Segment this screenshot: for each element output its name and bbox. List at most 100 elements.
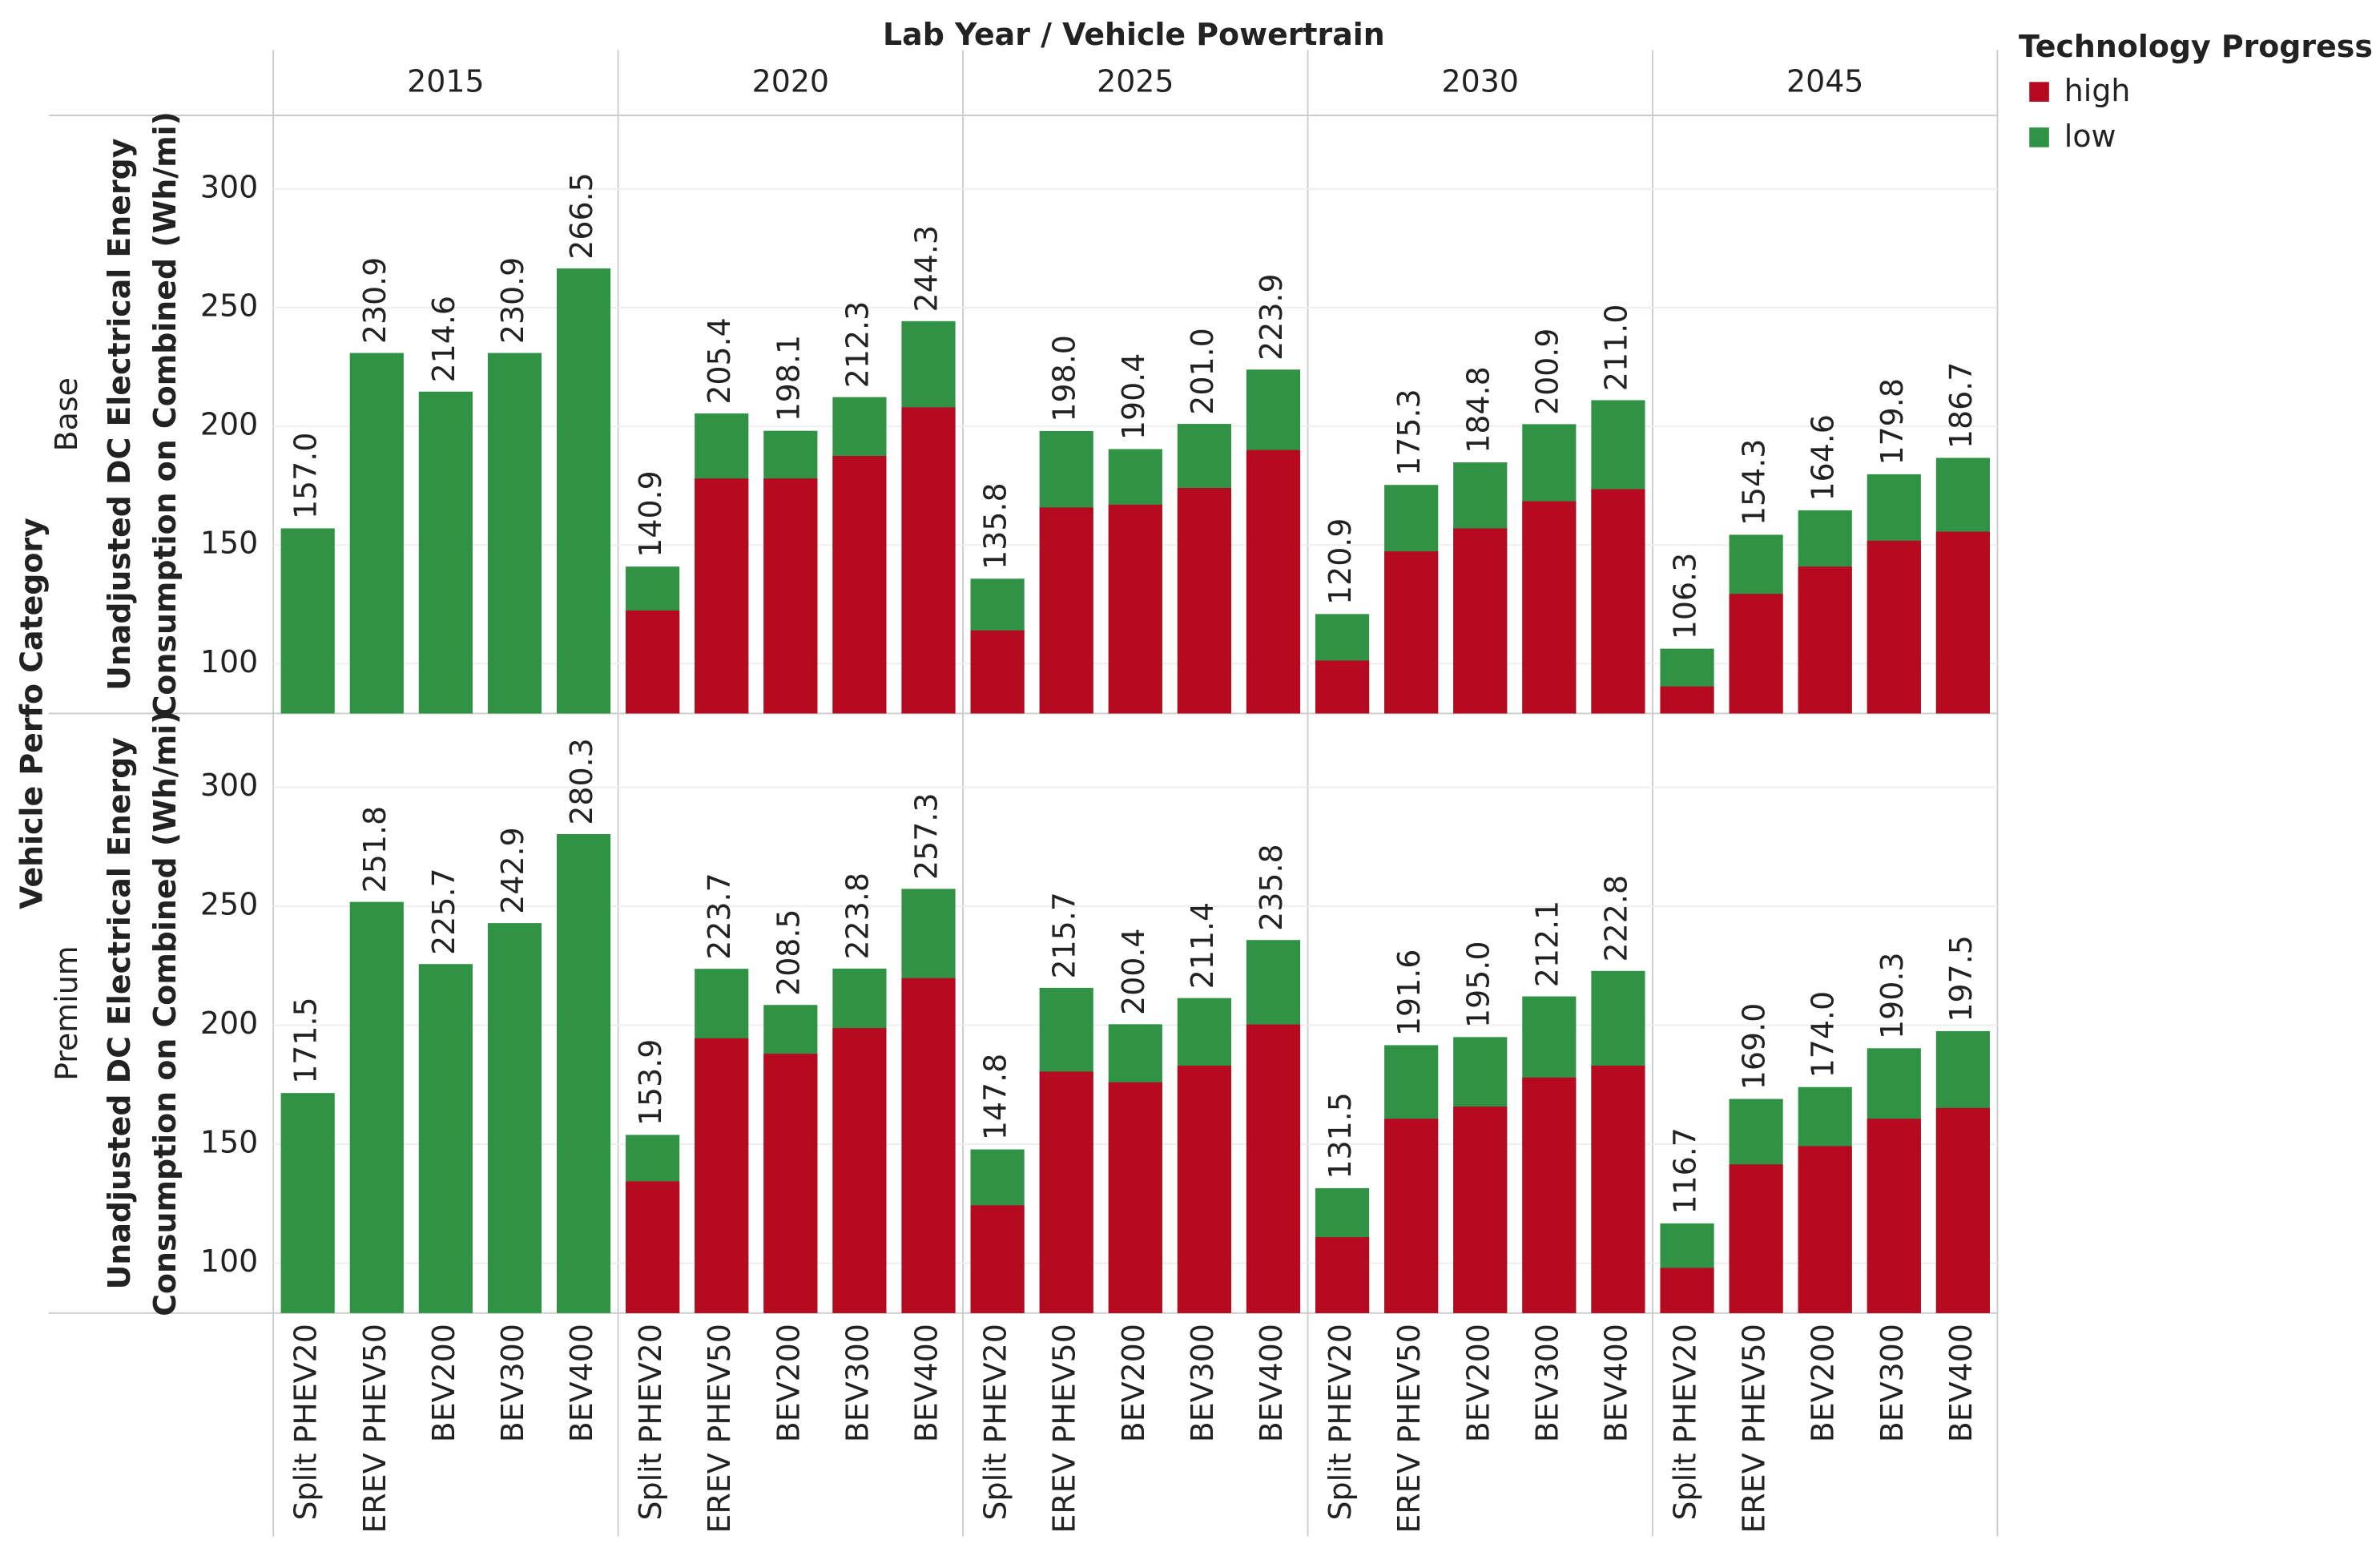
x-tick-label: BEV300 — [1875, 1324, 1910, 1442]
x-tick-label: BEV300 — [1529, 1324, 1565, 1442]
bar-high — [1867, 540, 1921, 714]
x-tick-label: BEV200 — [1460, 1324, 1496, 1442]
value-label: 200.9 — [1529, 329, 1565, 415]
bar-high — [626, 1181, 680, 1313]
value-label: 197.5 — [1943, 935, 1979, 1022]
bar-high — [1039, 1071, 1093, 1313]
column-header: 2015 — [407, 64, 484, 99]
value-label: 120.9 — [1323, 518, 1358, 605]
value-label: 184.8 — [1460, 366, 1496, 453]
value-label: 175.3 — [1391, 389, 1427, 475]
legend-title: Technology Progress — [2019, 29, 2373, 64]
bar-high — [1935, 1107, 1990, 1313]
y-tick-label: 150 — [200, 1125, 258, 1160]
y-axis-label: Consumption on Combined (Wh/mi) — [147, 711, 183, 1316]
bar-high — [1108, 1082, 1162, 1313]
value-label: 190.4 — [1116, 353, 1151, 440]
bar-high — [1384, 1119, 1439, 1313]
value-label: 169.0 — [1737, 1003, 1772, 1090]
value-label: 116.7 — [1668, 1127, 1703, 1214]
value-label: 179.8 — [1875, 378, 1910, 465]
bar-high — [1315, 660, 1370, 714]
row-label: Premium — [49, 945, 84, 1081]
row-title: Vehicle Perfo Category — [14, 518, 49, 909]
value-label: 140.9 — [633, 470, 668, 557]
bar-high — [1591, 1066, 1645, 1313]
bar-high — [1729, 594, 1783, 714]
x-tick-label: BEV300 — [495, 1324, 530, 1442]
bar-high — [1798, 1146, 1852, 1313]
y-tick-label: 100 — [200, 1244, 258, 1279]
x-tick-label: BEV400 — [1943, 1324, 1979, 1442]
value-label: 201.0 — [1185, 328, 1220, 414]
x-tick-label: Split PHEV20 — [1668, 1324, 1703, 1520]
value-label: 190.3 — [1875, 953, 1910, 1039]
value-label: 147.8 — [978, 1054, 1013, 1140]
y-axis-label: Consumption on Combined (Wh/mi) — [147, 111, 183, 717]
x-tick-label: BEV200 — [1116, 1324, 1151, 1442]
value-label: 200.4 — [1116, 929, 1151, 1015]
bar-high — [970, 630, 1025, 714]
value-label: 211.0 — [1598, 304, 1633, 391]
column-header: 2025 — [1097, 64, 1174, 99]
bar-high — [1315, 1237, 1370, 1313]
bar-high — [1384, 551, 1439, 714]
bar-low — [349, 353, 404, 714]
column-header: 2030 — [1442, 64, 1519, 99]
bar-high — [1591, 489, 1645, 714]
bar-high — [1108, 504, 1162, 714]
row-label: Base — [49, 377, 84, 451]
x-tick-label: BEV200 — [771, 1324, 806, 1442]
bar-low — [556, 268, 611, 714]
value-label: 198.0 — [1047, 335, 1082, 421]
value-label: 242.9 — [495, 827, 530, 913]
value-label: 244.3 — [909, 225, 944, 312]
y-tick-label: 200 — [200, 407, 258, 442]
column-header: 2020 — [752, 64, 829, 99]
y-tick-label: 300 — [200, 169, 258, 204]
bar-high — [1935, 531, 1990, 714]
value-label: 215.7 — [1047, 892, 1082, 978]
value-label: 205.4 — [702, 317, 737, 404]
legend-label: low — [2064, 119, 2116, 154]
bar-high — [901, 407, 956, 714]
x-tick-label: Split PHEV20 — [1323, 1324, 1358, 1520]
bar-high — [1246, 1024, 1301, 1313]
x-tick-label: Split PHEV20 — [633, 1324, 668, 1520]
bar-low — [280, 528, 335, 714]
x-tick-label: BEV300 — [1185, 1324, 1220, 1442]
y-tick-label: 100 — [200, 644, 258, 679]
value-label: 230.9 — [357, 257, 393, 344]
value-label: 186.7 — [1943, 362, 1979, 449]
bar-high — [763, 1054, 818, 1313]
x-tick-label: EREV PHEV50 — [702, 1324, 737, 1533]
x-tick-label: BEV200 — [426, 1324, 461, 1442]
value-label: 198.1 — [771, 335, 806, 421]
y-tick-label: 250 — [200, 887, 258, 922]
bar-high — [763, 478, 818, 714]
x-tick-label: BEV300 — [840, 1324, 875, 1442]
value-label: 195.0 — [1460, 941, 1496, 1028]
value-label: 266.5 — [564, 172, 599, 259]
legend-swatch — [2029, 82, 2049, 102]
bar-high — [695, 1038, 749, 1313]
value-label: 235.8 — [1254, 844, 1289, 930]
y-tick-label: 200 — [200, 1006, 258, 1041]
x-tick-label: BEV400 — [1598, 1324, 1633, 1442]
value-label: 164.6 — [1806, 414, 1841, 501]
y-axis-label: Unadjusted DC Electrical Energy — [102, 139, 137, 691]
value-label: 171.5 — [288, 997, 324, 1083]
bar-high — [1453, 1107, 1508, 1313]
bar-high — [1660, 1268, 1714, 1313]
value-label: 174.0 — [1806, 991, 1841, 1078]
value-label: 223.8 — [840, 873, 875, 959]
x-tick-label: EREV PHEV50 — [357, 1324, 393, 1533]
value-label: 157.0 — [288, 433, 324, 519]
value-label: 280.3 — [564, 738, 599, 824]
value-label: 223.7 — [702, 873, 737, 959]
y-tick-label: 250 — [200, 288, 258, 323]
value-label: 154.3 — [1737, 439, 1772, 526]
value-label: 223.9 — [1254, 273, 1289, 360]
